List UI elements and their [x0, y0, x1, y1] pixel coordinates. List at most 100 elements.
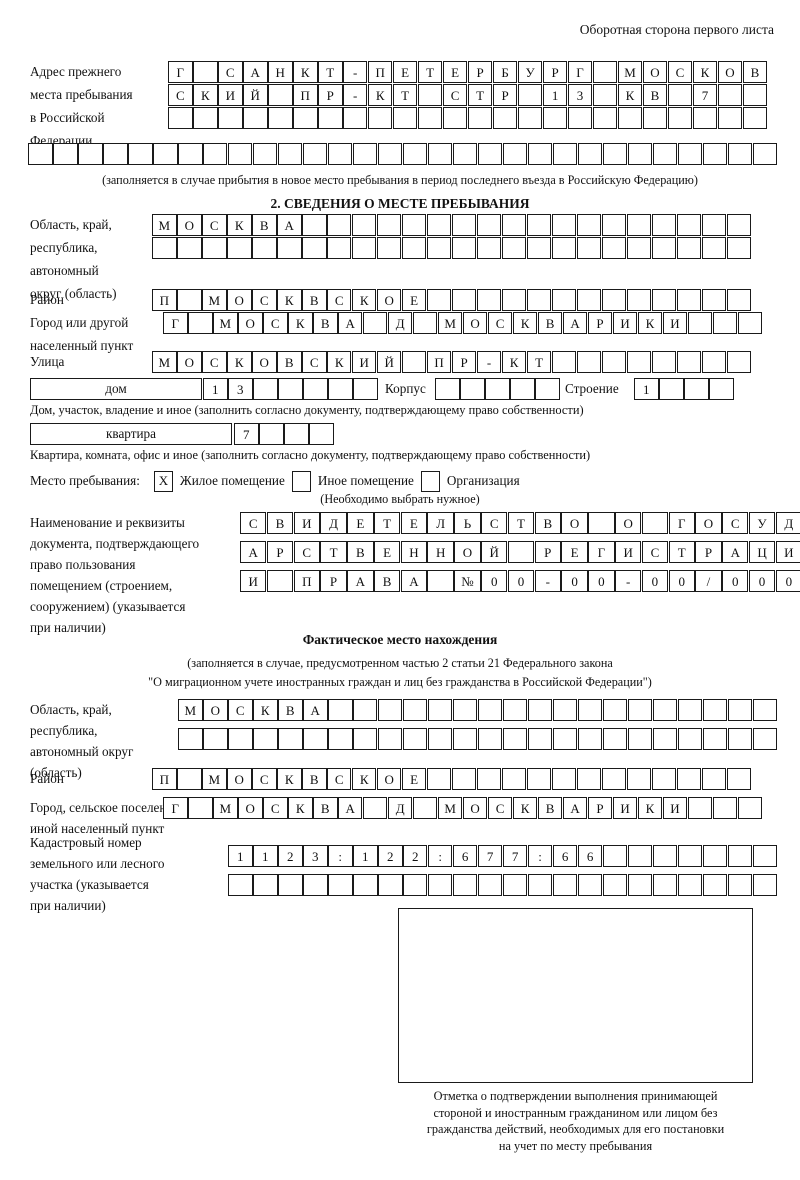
prev-address-r3-cell-14[interactable]	[492, 107, 518, 129]
s2-district-cell-9[interactable]: К	[351, 289, 377, 311]
s2-city-cell-11[interactable]	[412, 312, 438, 334]
prev-address-r2-cell-17[interactable]: 3	[567, 84, 593, 106]
al-region-r1-cell-24[interactable]	[752, 699, 778, 721]
doc-r3-cell-20[interactable]: 0	[748, 570, 776, 592]
prev-address-r1-cell-21[interactable]: С	[667, 61, 693, 83]
s2-street-cell-18[interactable]	[576, 351, 602, 373]
doc-r1-cell-14[interactable]	[588, 512, 615, 534]
prev-address-r1-cell-4[interactable]: А	[242, 61, 268, 83]
prev-address-r1-cell-16[interactable]: Р	[542, 61, 568, 83]
prev-address-r1-cell-3[interactable]: С	[217, 61, 243, 83]
s2-district-cell-13[interactable]	[451, 289, 477, 311]
s2-district-cell-19[interactable]	[601, 289, 627, 311]
prev-address-r1-cell-13[interactable]: Р	[467, 61, 493, 83]
cadastral-r1-cell-3[interactable]: 2	[277, 845, 303, 867]
prev-address-r1-cell-17[interactable]: Г	[567, 61, 593, 83]
prev-address-r1-cell-22[interactable]: К	[692, 61, 718, 83]
s2-street-cell-9[interactable]: И	[351, 351, 377, 373]
s2-region-r1-cell-4[interactable]: К	[226, 214, 252, 236]
al-settlement-cell-21[interactable]: И	[662, 797, 688, 819]
al-region-r2-cell-12[interactable]	[452, 728, 478, 750]
al-region-r1-cell-17[interactable]	[577, 699, 603, 721]
al-settlement-cell-11[interactable]	[412, 797, 438, 819]
al-settlement-cell-16[interactable]: В	[537, 797, 563, 819]
cadastral-r2-cell-4[interactable]	[302, 874, 328, 896]
s2-street-cell-19[interactable]	[601, 351, 627, 373]
al-region-r1-cell-5[interactable]: В	[277, 699, 303, 721]
prev-address-r4-cell-28[interactable]	[702, 143, 728, 165]
al-district-cell-16[interactable]	[526, 768, 552, 790]
prev-address-r4-cell-22[interactable]	[552, 143, 578, 165]
prev-address-r4-cell-5[interactable]	[127, 143, 153, 165]
prev-address-r4-cell-13[interactable]	[327, 143, 353, 165]
al-settlement-cell-13[interactable]: О	[462, 797, 488, 819]
s2-street-cell-10[interactable]: Й	[376, 351, 402, 373]
cadastral-r2-cell-17[interactable]	[627, 874, 653, 896]
s2-district-cell-23[interactable]	[701, 289, 727, 311]
cadastral-r2-cell-21[interactable]	[727, 874, 753, 896]
s2-district-cell-3[interactable]: М	[201, 289, 227, 311]
al-region-r2-cell-19[interactable]	[627, 728, 653, 750]
al-settlement-cell-2[interactable]	[187, 797, 213, 819]
doc-r1-cell-19[interactable]: С	[722, 512, 749, 534]
al-settlement-cell-23[interactable]	[712, 797, 738, 819]
al-region-r1-cell-4[interactable]: К	[252, 699, 278, 721]
doc-r3-cell-3[interactable]: П	[293, 570, 320, 592]
prev-address-r1-cell-11[interactable]: Т	[417, 61, 443, 83]
prev-address-r3-cell-7[interactable]	[317, 107, 343, 129]
s2-district-cell-10[interactable]: О	[376, 289, 402, 311]
al-region-r2-cell-14[interactable]	[502, 728, 528, 750]
al-region-r1-cell-15[interactable]	[527, 699, 553, 721]
al-settlement-cell-1[interactable]: Г	[163, 797, 188, 819]
al-region-r1-cell-8[interactable]	[352, 699, 378, 721]
prev-address-r1-cell-2[interactable]	[192, 61, 218, 83]
prev-address-r2-cell-16[interactable]: 1	[542, 84, 568, 106]
al-region-r2-cell-10[interactable]	[402, 728, 428, 750]
s2-region-r2-cell-7[interactable]	[301, 237, 327, 259]
al-district-cell-15[interactable]	[501, 768, 527, 790]
s2-city-cell-4[interactable]: О	[237, 312, 263, 334]
al-region-r2-cell-13[interactable]	[477, 728, 503, 750]
al-region-r1-cell-22[interactable]	[702, 699, 728, 721]
prev-address-r3-cell-11[interactable]	[417, 107, 443, 129]
s2-district-cell-21[interactable]	[651, 289, 677, 311]
prev-address-r1-cell-24[interactable]: В	[742, 61, 768, 83]
prev-address-r2-cell-18[interactable]	[592, 84, 618, 106]
s2-region-row-2[interactable]	[152, 237, 752, 259]
s2-region-r2-cell-3[interactable]	[201, 237, 227, 259]
cadastral-r1-cell-12[interactable]: 7	[502, 845, 528, 867]
al-settlement-cell-7[interactable]: В	[312, 797, 338, 819]
al-region-r2-cell-5[interactable]	[277, 728, 303, 750]
cadastral-r1-cell-15[interactable]: 6	[577, 845, 603, 867]
prev-address-r1-cell-10[interactable]: Е	[392, 61, 418, 83]
stroenie-cell-2[interactable]	[658, 378, 684, 400]
prev-address-r2-cell-12[interactable]: С	[442, 84, 468, 106]
s2-region-r2-cell-17[interactable]	[551, 237, 577, 259]
s2-street-cell-11[interactable]	[401, 351, 427, 373]
al-settlement-cell-4[interactable]: О	[237, 797, 263, 819]
al-settlement-cell-8[interactable]: А	[337, 797, 363, 819]
al-region-r2-cell-17[interactable]	[577, 728, 603, 750]
doc-r2-cell-21[interactable]: И	[775, 541, 800, 563]
prev-address-r2-cell-20[interactable]: В	[642, 84, 668, 106]
s2-region-r2-cell-18[interactable]	[576, 237, 602, 259]
doc-r3-cell-18[interactable]: /	[695, 570, 722, 592]
s2-street-cell-2[interactable]: О	[176, 351, 202, 373]
doc-r1-cell-15[interactable]: О	[614, 512, 642, 534]
s2-region-r1-cell-20[interactable]	[626, 214, 652, 236]
cadastral-r2-cell-20[interactable]	[702, 874, 728, 896]
cadastral-r1-cell-4[interactable]: 3	[302, 845, 328, 867]
s2-region-r1-cell-17[interactable]	[551, 214, 577, 236]
stroenie-cells[interactable]: 1	[634, 378, 734, 400]
stay-type-option-3-checkbox[interactable]	[420, 470, 440, 492]
korpus-cell-5[interactable]	[534, 378, 560, 400]
al-region-r2-cell-21[interactable]	[677, 728, 703, 750]
cadastral-r1-cell-22[interactable]	[752, 845, 778, 867]
al-settlement-cell-18[interactable]: Р	[587, 797, 613, 819]
s2-street-cell-23[interactable]	[701, 351, 727, 373]
cadastral-r2-cell-5[interactable]	[327, 874, 353, 896]
doc-r1-cell-20[interactable]: У	[748, 512, 776, 534]
cadastral-r2-cell-16[interactable]	[602, 874, 628, 896]
s2-region-r2-cell-8[interactable]	[326, 237, 352, 259]
doc-r1-cell-18[interactable]: О	[695, 512, 722, 534]
